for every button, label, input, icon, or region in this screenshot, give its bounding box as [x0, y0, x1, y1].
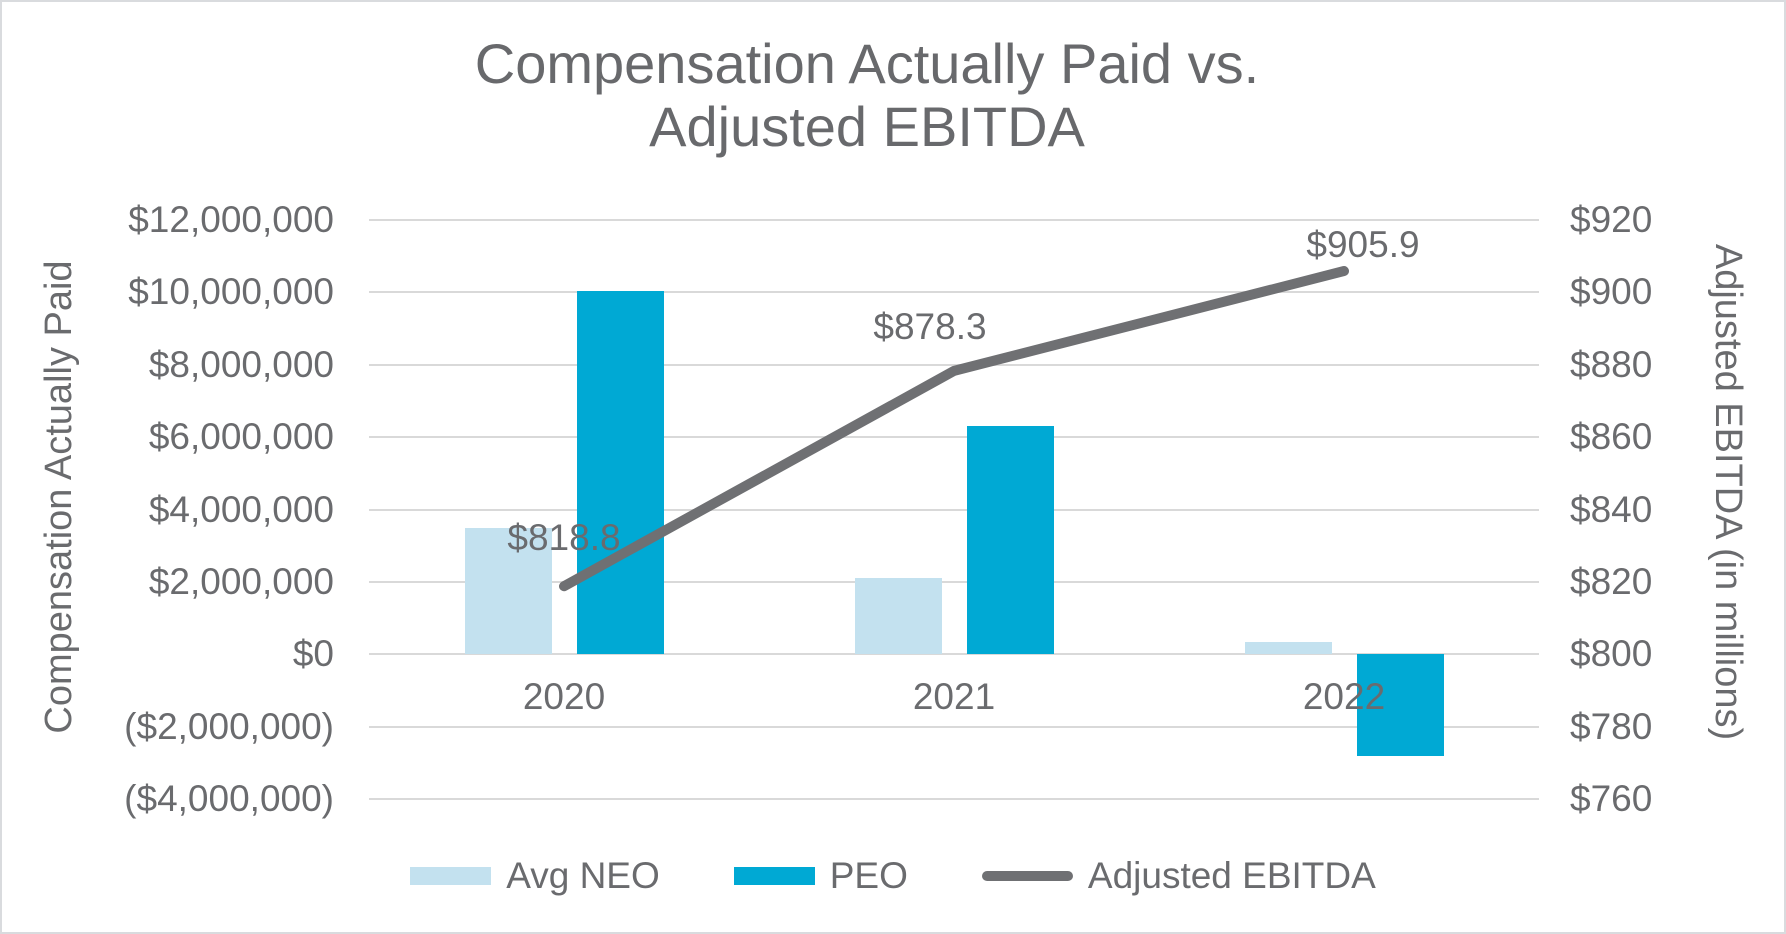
chart-title: Compensation Actually Paid vs. Adjusted … — [2, 32, 1732, 158]
x-axis-label-2022: 2022 — [1302, 676, 1386, 717]
left-axis-tick: $10,000,000 — [128, 271, 334, 313]
adjusted-ebitda-line-swatch-icon — [981, 871, 1073, 881]
legend-item-peo: PEO — [733, 854, 908, 898]
right-axis-tick: $920 — [1570, 199, 1653, 240]
legend-label-peo: PEO — [829, 855, 908, 896]
chart-title-line1: Compensation Actually Paid vs. — [474, 32, 1260, 95]
left-axis-tick: $0 — [292, 633, 334, 675]
line-data-label-2022: $905.9 — [1306, 224, 1420, 266]
gridline — [369, 725, 1539, 728]
left-axis-tick: $4,000,000 — [148, 488, 334, 530]
right-axis-tick: $820 — [1570, 560, 1653, 602]
left-axis-tick: ($2,000,000) — [124, 705, 334, 747]
legend-label-adjusted-ebitda: Adjusted EBITDA — [1087, 855, 1376, 896]
line-data-label-2020: $818.8 — [507, 517, 621, 559]
gridline — [369, 219, 1539, 221]
left-axis-tick: ($4,000,000) — [124, 778, 334, 819]
legend-label-avg-neo: Avg NEO — [506, 855, 660, 896]
x-axis-label-2021: 2021 — [912, 676, 996, 717]
gridline — [369, 653, 1539, 656]
legend-item-adjusted-ebitda: Adjusted EBITDA — [981, 854, 1376, 898]
right-axis-tick: $840 — [1570, 488, 1653, 530]
left-axis-tick: $2,000,000 — [148, 560, 334, 602]
right-axis-tick: $760 — [1570, 778, 1653, 819]
left-axis-tick: $8,000,000 — [148, 343, 334, 385]
line-data-label-2021: $878.3 — [873, 305, 987, 347]
right-axis-tick: $780 — [1570, 705, 1653, 747]
right-axis-tick: $900 — [1570, 271, 1653, 313]
right-axis-tick: $880 — [1570, 343, 1653, 385]
right-axis-tick: $860 — [1570, 416, 1653, 458]
chart-title-line2: Adjusted EBITDA — [649, 95, 1085, 158]
left-axis-tick: $6,000,000 — [148, 416, 334, 458]
gridline — [369, 798, 1539, 800]
bar-avg-neo-2020 — [464, 527, 552, 655]
x-axis-label-2020: 2020 — [522, 676, 606, 717]
bar-avg-neo-2022 — [1244, 641, 1332, 655]
legend: Avg NEO PEO Adjusted EBITDA — [2, 854, 1784, 898]
avg-neo-swatch-icon — [410, 867, 492, 885]
peo-swatch-icon — [733, 867, 815, 885]
bar-peo-2022 — [1356, 654, 1444, 756]
left-axis-tick: $12,000,000 — [128, 199, 334, 240]
legend-item-avg-neo: Avg NEO — [410, 854, 660, 898]
right-axis-tick: $800 — [1570, 633, 1653, 675]
